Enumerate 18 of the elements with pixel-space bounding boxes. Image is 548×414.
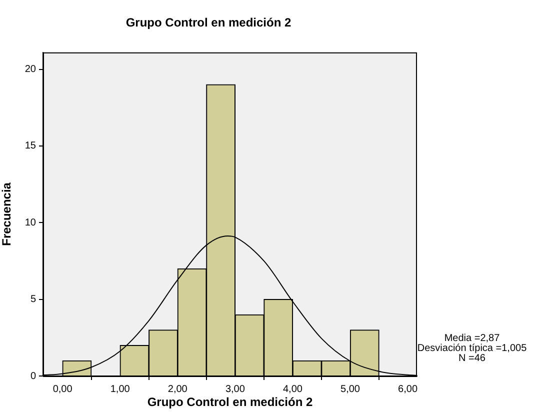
text: Media =2,87 xyxy=(444,332,500,344)
chart-title: Grupo Control en medición 2 xyxy=(126,16,292,30)
y-axis-title: Frecuencia xyxy=(0,182,14,246)
x-tick-label: 3,00 xyxy=(225,384,246,395)
y-tick-label: 15 xyxy=(24,140,36,152)
text: N =46 xyxy=(458,352,486,364)
x-tick-label: 5,00 xyxy=(340,384,360,395)
y-tick-label: 10 xyxy=(24,217,36,228)
x-axis-title: Grupo Control en medición 2 xyxy=(147,395,313,410)
x-tick-label: 1,00 xyxy=(110,384,130,395)
x-tick-label: 0,00 xyxy=(52,384,73,395)
text: Desviación típica =1,005 xyxy=(417,342,528,354)
y-tick-label: 5 xyxy=(30,294,36,306)
x-tick-label: 6,00 xyxy=(398,384,418,395)
x-tick-label: 4,00 xyxy=(282,384,303,395)
x-tick-label: 2,00 xyxy=(168,384,188,395)
y-tick-label: 0 xyxy=(30,370,36,382)
y-tick-label: 20 xyxy=(24,64,36,76)
